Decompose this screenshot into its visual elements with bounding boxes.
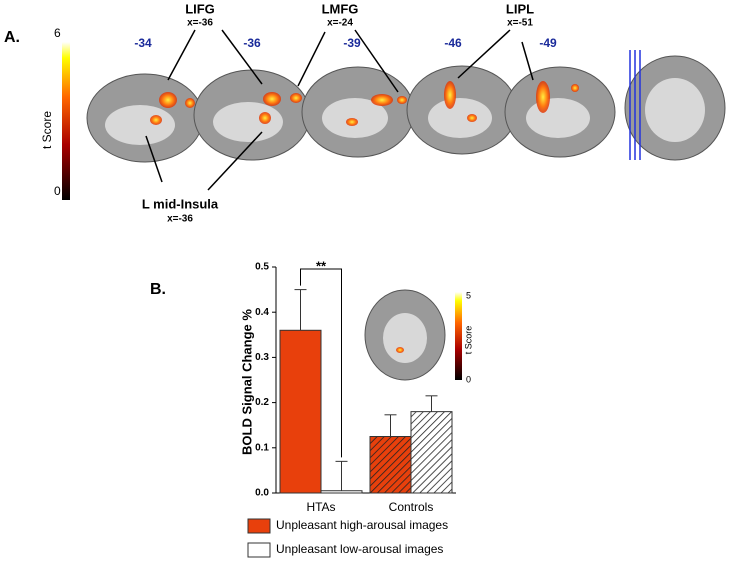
y-tick-label: 0.4 [255,307,269,318]
slice-label: -49 [539,36,557,50]
brain-slices [86,50,726,163]
colorbar-label: t Score [40,111,54,149]
annotation-coord: x=-36 [187,18,213,29]
slice-label: -39 [343,36,361,50]
bar [369,436,412,494]
x-tick-label: Controls [389,500,434,514]
inset-colorbar-min: 0 [466,374,471,384]
inset-colorbar-max: 5 [466,290,471,300]
y-axis-label: BOLD Signal Change % [239,309,254,455]
y-tick-label: 0.5 [255,262,269,273]
slice-label: -36 [243,36,261,50]
annotation-coord: x=-36 [167,214,193,225]
y-tick-label: 0.1 [255,442,269,453]
significance-bracket [300,268,342,458]
legend-label: Unpleasant high-arousal images [276,518,448,532]
inset-colorbar-label: t Score [463,326,473,355]
panel-label: B. [150,281,166,298]
legend-label: Unpleasant low-arousal images [276,542,443,556]
annotation-arrows [145,29,534,191]
inset-colorbar [455,292,462,380]
inset-brain [364,289,446,381]
annotation: LIFG [185,1,215,16]
legend-swatch [247,542,271,558]
y-tick-label: 0.2 [255,397,269,408]
x-tick-label: HTAs [306,500,335,514]
bar [279,329,322,494]
bar [320,490,363,494]
annotation: LIPL [506,1,534,16]
annotation: LMFG [322,1,359,16]
annotation-coord: x=-51 [507,18,533,29]
significance: ** [316,258,327,273]
colorbar [62,42,70,200]
annotation: L mid-Insula [142,196,219,211]
colorbar-min: 0 [54,184,61,198]
y-tick-label: 0.3 [255,352,269,363]
bar [410,411,453,494]
panel-label: A. [4,29,20,46]
slice-label: -34 [134,36,152,50]
colorbar-max: 6 [54,26,61,40]
y-tick-label: 0.0 [255,488,269,499]
annotation-coord: x=-24 [327,18,353,29]
legend-swatch [247,518,271,534]
slice-label: -46 [444,36,462,50]
